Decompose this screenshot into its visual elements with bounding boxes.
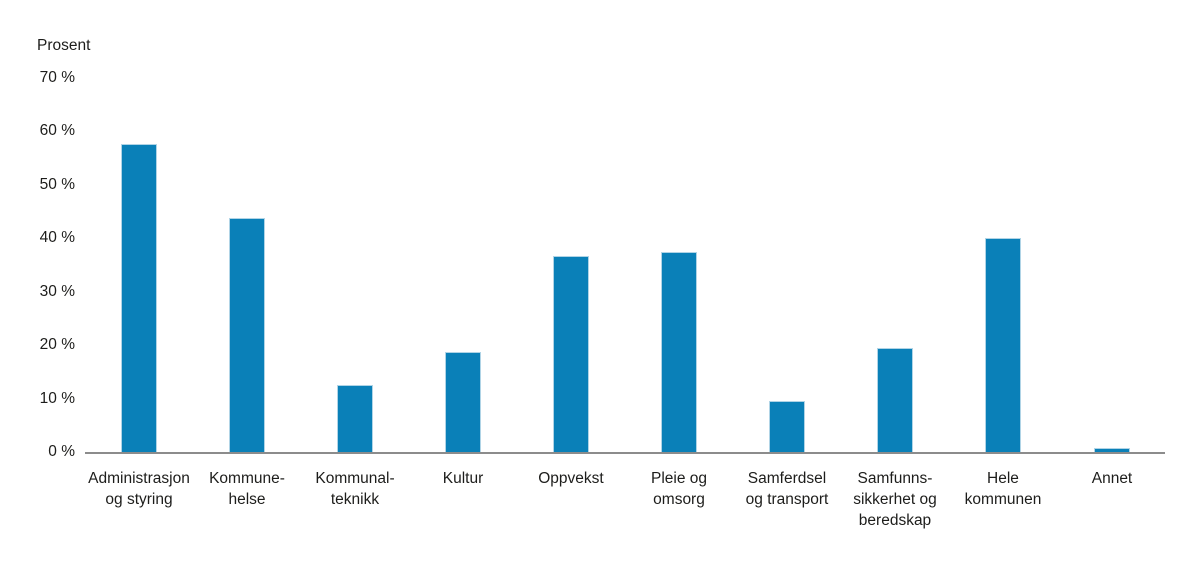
y-tick-label-70: 70 %: [39, 68, 75, 86]
bar-samferdsel-og-transport: [769, 401, 805, 452]
bar-pleie-og-omsorg: [661, 252, 697, 452]
x-tick-label-hele-kommunen: Hele kommunen: [947, 468, 1059, 510]
x-axis-line: [85, 452, 1165, 454]
x-tick-label-line: kommunen: [964, 491, 1042, 508]
x-tick-label-line: Annet: [1091, 470, 1133, 487]
y-tick-label-10: 10 %: [39, 389, 75, 407]
x-tick-label-line: Pleie og: [650, 470, 707, 487]
x-tick-label-line: Samfunns-: [857, 470, 933, 487]
y-tick-label-60: 60 %: [39, 122, 75, 140]
x-tick-label-line: Oppvekst: [538, 470, 604, 487]
x-tick-label-kommunehelse: Kommune-helse: [191, 468, 303, 510]
x-tick-label-annet: Annet: [1056, 468, 1168, 489]
x-tick-label-line: Administrasjon: [88, 470, 190, 487]
x-tick-label-line: og styring: [105, 491, 173, 508]
x-tick-label-line: Hele: [987, 470, 1019, 487]
bar-kommunalteknikk: [337, 385, 373, 452]
x-tick-label-pleie-og-omsorg: Pleie og omsorg: [623, 468, 735, 510]
bar-oppvekst: [553, 256, 589, 452]
x-tick-label-kultur: Kultur: [407, 468, 519, 489]
x-tick-label-oppvekst: Oppvekst: [515, 468, 627, 489]
x-tick-label-line: Kommunal-: [315, 470, 395, 487]
x-tick-label-line: og transport: [745, 491, 829, 508]
x-tick-label-samferdsel-og-transport: Samferdsel og transport: [731, 468, 843, 510]
bar-kultur: [445, 352, 481, 452]
x-tick-label-line: Kommune-: [209, 470, 285, 487]
y-tick-label-50: 50 %: [39, 175, 75, 193]
y-axis-title: Prosent: [37, 37, 91, 54]
y-tick-label-40: 40 %: [39, 229, 75, 247]
y-tick-label-0: 0 %: [48, 443, 75, 460]
x-tick-label-line: Kultur: [442, 470, 484, 487]
x-tick-label-line: helse: [228, 491, 266, 508]
y-tick-label-30: 30 %: [39, 282, 75, 300]
x-tick-label-line: sikkerhet og: [853, 491, 937, 508]
x-tick-label-kommunalteknikk: Kommunal-teknikk: [299, 468, 411, 510]
y-tick-label-20: 20 %: [39, 336, 75, 354]
x-tick-label-line: Samferdsel: [747, 470, 827, 487]
x-tick-label-administrasjon-og-styring: Administrasjon og styring: [83, 468, 195, 510]
x-tick-label-line: omsorg: [653, 491, 705, 508]
x-tick-label-samfunnssikkerhet-og-beredskap: Samfunns-sikkerhet og beredskap: [839, 468, 951, 531]
bar-kommunehelse: [229, 218, 265, 452]
bar-hele-kommunen: [985, 238, 1021, 452]
x-tick-label-line: teknikk: [330, 491, 380, 508]
x-tick-label-line: beredskap: [858, 512, 932, 529]
bar-administrasjon-og-styring: [121, 144, 157, 452]
bar-annet: [1094, 448, 1130, 452]
bar-samfunnssikkerhet-og-beredskap: [877, 348, 913, 452]
